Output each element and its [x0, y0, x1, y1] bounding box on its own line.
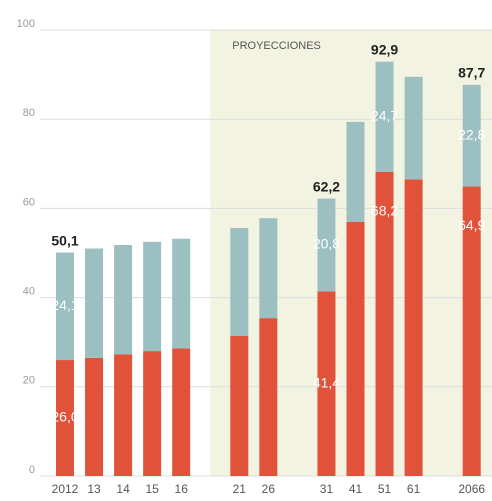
bar-segment — [114, 354, 133, 476]
value-label: 20,8 — [313, 236, 340, 252]
projection-label: PROYECCIONES — [232, 40, 321, 52]
x-tick-label: 13 — [87, 482, 101, 496]
bar-segment — [230, 228, 249, 336]
value-label: 64,9 — [458, 217, 485, 233]
bar-segment — [346, 221, 365, 476]
y-tick-label: 100 — [17, 18, 35, 30]
bar-segment — [85, 357, 104, 476]
total-label: 92,9 — [371, 41, 398, 57]
value-label: 68,2 — [371, 203, 398, 219]
x-tick-label: 2012 — [52, 482, 79, 496]
value-label: 24,7 — [371, 107, 398, 123]
total-label: 62,2 — [313, 178, 340, 194]
bar-segment — [462, 84, 481, 187]
bar-segment — [230, 335, 249, 476]
bar-segment — [143, 241, 162, 352]
bar-segment — [375, 171, 394, 476]
x-tick-label: 41 — [349, 482, 363, 496]
y-tick-label: 40 — [23, 286, 35, 298]
bar-segment — [259, 218, 278, 319]
bar-segment — [317, 198, 336, 292]
y-tick-label: 20 — [23, 375, 35, 387]
x-tick-label: 16 — [175, 482, 189, 496]
value-label: 22,8 — [458, 126, 485, 142]
bar-segment — [56, 360, 74, 476]
bar-segment — [172, 238, 191, 349]
bar-segment — [259, 318, 278, 476]
y-tick-label: 0 — [29, 464, 35, 476]
x-tick-label: 26 — [262, 482, 276, 496]
x-tick-label: 61 — [407, 482, 421, 496]
x-tick-label: 51 — [378, 482, 392, 496]
y-tick-label: 60 — [23, 196, 35, 208]
x-tick-label: 2066 — [458, 482, 485, 496]
bar-segment — [462, 186, 481, 476]
x-tick-label: 14 — [116, 482, 130, 496]
x-tick-label: 21 — [233, 482, 247, 496]
bar-segment — [114, 244, 133, 355]
bar-segment — [404, 76, 423, 180]
value-label: 24,1 — [51, 297, 78, 313]
bar-segment — [143, 351, 162, 476]
bar-segment — [172, 348, 191, 476]
x-tick-label: 31 — [320, 482, 334, 496]
total-label: 87,7 — [458, 65, 485, 81]
bar-segment — [404, 179, 423, 476]
total-label: 50,1 — [51, 232, 78, 248]
x-tick-label: 15 — [145, 482, 159, 496]
bar-segment — [56, 252, 74, 361]
bar-segment — [375, 61, 394, 172]
y-tick-label: 80 — [23, 107, 35, 119]
value-label: 41,4 — [313, 374, 340, 390]
bar-segment — [85, 248, 104, 358]
value-label: 26,0 — [51, 409, 78, 425]
bar-segment — [346, 121, 365, 222]
bar-segment — [317, 291, 336, 476]
